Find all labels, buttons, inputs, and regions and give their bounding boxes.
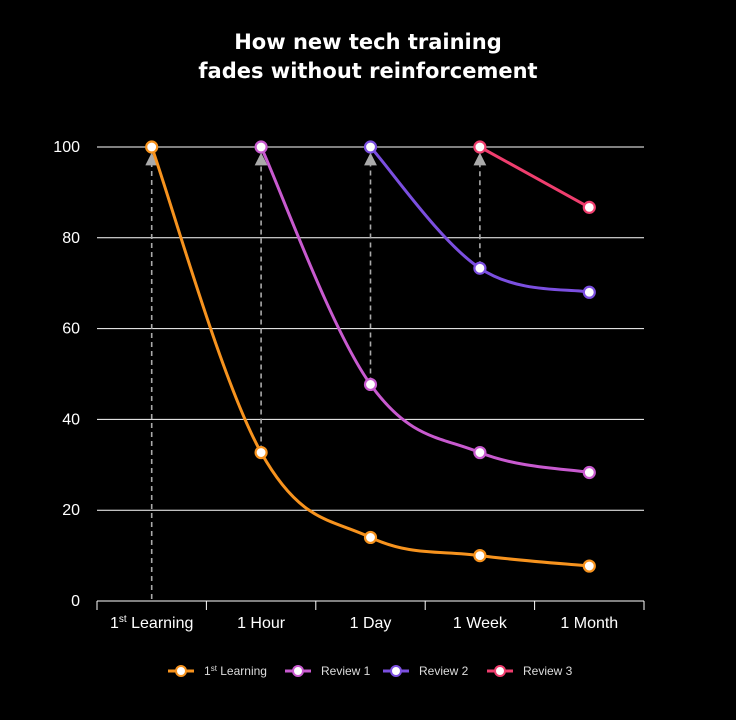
legend-swatch-marker [175,665,187,677]
x-tick-label: 1 Week [453,615,508,632]
legend-swatch-marker [494,665,506,677]
data-point [363,140,378,154]
y-tick-label: 0 [71,593,80,610]
legend-label: Review 2 [419,664,469,678]
series-line [478,145,591,209]
data-point [582,559,596,573]
y-tick-label: 20 [62,502,80,519]
y-tick-label: 80 [62,230,80,247]
x-tick-label: 1 Day [350,615,392,632]
data-point [582,200,596,214]
y-tick-label: 100 [53,139,80,156]
series-lines [150,145,591,568]
grid [97,146,644,511]
data-point [582,465,596,480]
legend: 1st Learning Review 1 Review 2 Review 3 [168,664,573,678]
legend-label: Review 3 [523,664,573,678]
data-point [473,445,487,460]
data-point [145,140,159,154]
legend-label: 1st Learning [204,664,267,678]
legend-swatch-marker [292,665,304,677]
data-points [145,140,596,573]
data-point [473,140,487,154]
data-point [363,377,378,392]
reinforcement-arrows [145,152,487,599]
series-line [150,145,591,568]
data-point [582,285,596,299]
legend-label: Review 1 [321,664,371,678]
chart-title-line-2: fades without reinforcement [198,59,538,83]
x-tick-label: 1st Learning [110,614,193,632]
chart-title-line-1: How new tech training [234,30,502,54]
legend-swatch-marker [390,665,402,677]
x-axis: 1st Learning 1 Hour 1 Day 1 Week 1 Month [96,600,645,632]
x-tick-label: 1 Hour [237,615,286,632]
data-point [254,140,268,154]
data-point [473,261,487,275]
chart-title: How new tech training fades without rein… [0,28,736,86]
data-point [363,530,378,545]
series-line [259,145,591,475]
y-tick-label: 40 [62,411,80,428]
data-point [473,548,487,563]
y-axis: 0 20 40 60 80 100 [53,139,80,610]
y-tick-label: 60 [62,321,80,338]
data-point [254,445,268,460]
x-tick-label: 1 Month [560,615,618,632]
